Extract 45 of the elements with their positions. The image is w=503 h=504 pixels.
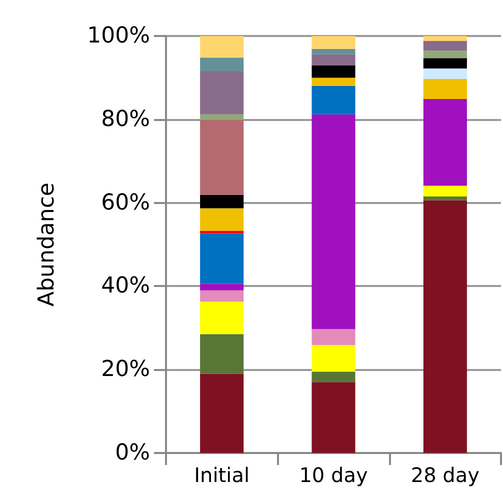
bar [312,54,356,66]
bar [312,382,356,453]
bar [200,334,244,374]
bar [312,65,356,78]
bar [312,48,356,54]
bar [423,186,467,197]
bar [312,329,356,345]
bar [423,98,467,186]
bar [423,41,467,51]
bar [312,344,356,372]
y-tick-label: 80% [101,106,150,132]
y-axis-title: Abundance [34,182,60,306]
bar [200,71,244,114]
bar [200,290,244,302]
bar [200,58,244,72]
bar [423,50,467,58]
bar [423,200,467,453]
bar [200,284,244,290]
bar [312,114,356,330]
bar [200,302,244,334]
x-tick-label: Initial [194,463,250,487]
bar [423,78,467,99]
bar [200,208,244,231]
y-tick-label: 100% [87,24,150,48]
bar [200,230,244,234]
bar [200,233,244,284]
bar [423,196,467,200]
bar [200,120,244,195]
bar [312,78,356,86]
bar [423,58,467,69]
bar [200,36,244,58]
bar [200,374,244,453]
x-tick-label: 28 day [410,463,480,487]
x-tick-label: 10 day [299,463,368,487]
bar [200,114,244,120]
y-tick-label: 60% [101,190,150,216]
bar [312,36,356,49]
bar [423,68,467,79]
bar [423,36,467,42]
bar [312,372,356,382]
y-tick-label: 40% [101,274,150,299]
bar [200,194,244,208]
y-tick-label: 0% [115,440,150,466]
y-tick-label: 20% [101,357,150,382]
bar [312,86,356,114]
